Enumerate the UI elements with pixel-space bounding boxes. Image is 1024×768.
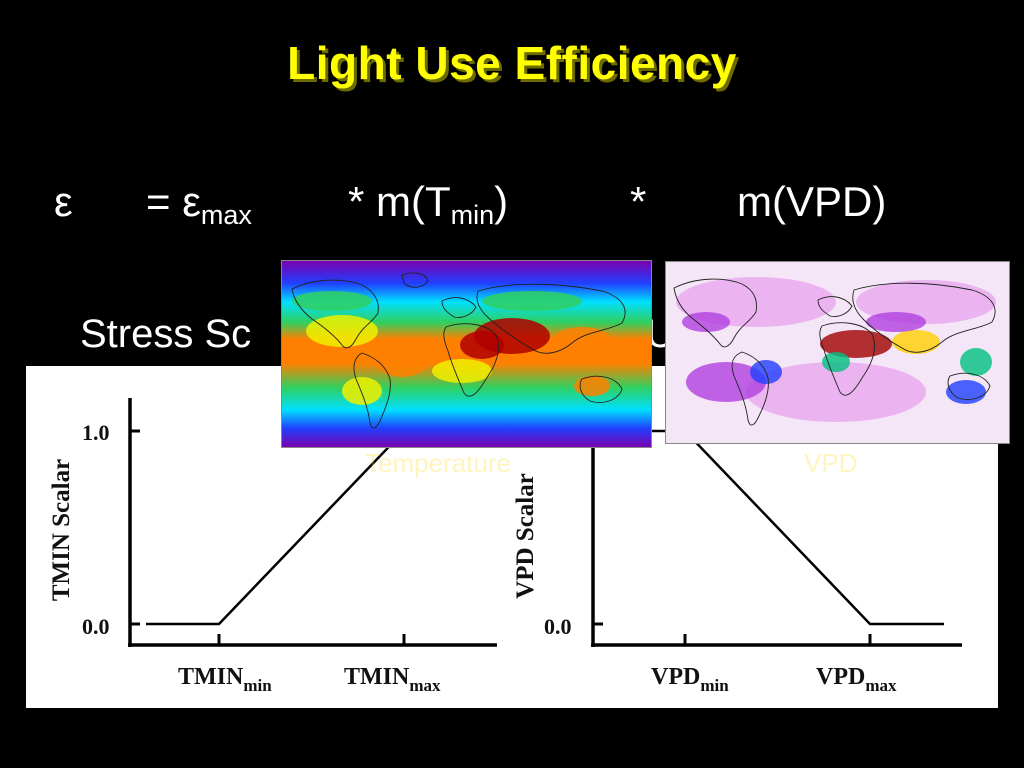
tmin-y-tick-label-1: 1.0 xyxy=(82,420,110,445)
temperature-hotspot xyxy=(342,377,382,405)
temperature-hotspot xyxy=(306,315,378,347)
vpd-hotspot xyxy=(686,362,766,402)
vpd-hotspot xyxy=(892,330,940,354)
equation-m-vpd: m(VPD) xyxy=(737,178,887,225)
tmin-chart: 1.0 0.0 TMIN Scalar TMINmin TMINmax xyxy=(48,398,497,695)
vpd-x-label-min: VPDmin xyxy=(651,664,729,695)
temperature-map-coastlines xyxy=(291,272,626,429)
vpd-x-label-min-sub: min xyxy=(700,676,729,695)
tmin-x-label-max-base: TMIN xyxy=(344,664,410,690)
equation-star: * xyxy=(630,178,647,225)
vpd-hotspot xyxy=(960,348,992,376)
vpd-x-label-max-base: VPD xyxy=(816,664,865,690)
temperature-hotspot xyxy=(482,291,582,311)
vpd-hotspot xyxy=(682,312,730,332)
tmin-x-label-max-sub: max xyxy=(409,676,441,695)
tmin-x-label-max: TMINmax xyxy=(344,664,441,695)
tmin-y-axis-label: TMIN Scalar xyxy=(48,459,75,601)
tmin-x-label-min-sub: min xyxy=(243,676,272,695)
equation-m-t: * m(T xyxy=(348,178,451,225)
vpd-x-label-max: VPDmax xyxy=(816,664,897,695)
equation-equals-eps: = ε xyxy=(146,178,201,225)
tmin-x-label-min: TMINmin xyxy=(178,664,272,695)
vpd-map-coastlines xyxy=(673,278,996,426)
tmin-y-tick-label-0: 0.0 xyxy=(82,614,110,639)
vpd-hotspot xyxy=(946,380,986,404)
temperature-hotspot xyxy=(376,345,428,377)
vpd-map-hotspots xyxy=(676,277,996,422)
temperature-map-hotspots xyxy=(292,291,612,405)
vpd-hotspot xyxy=(746,362,926,422)
slide-title: Light Use Efficiency xyxy=(287,37,737,89)
tmin-x-label-min-base: TMIN xyxy=(178,664,244,690)
vpd-chart: 0.0 VPD Scalar VPDmin VPDmax xyxy=(512,398,962,695)
equation-max-sub: max xyxy=(200,200,252,230)
vpd-hotspot xyxy=(866,312,926,332)
vpd-hotspot xyxy=(822,352,850,372)
vpd-scalar-line xyxy=(604,429,944,626)
temperature-hotspot xyxy=(432,359,492,383)
vpd-y-tick-label-0: 0.0 xyxy=(544,614,572,639)
stress-scalar-text: Stress Sc xyxy=(80,312,252,356)
caption-temperature: Temperature xyxy=(365,448,511,478)
temperature-map-svg xyxy=(282,261,651,447)
caption-vpd: VPD xyxy=(804,448,858,478)
temperature-hotspot xyxy=(574,376,610,396)
temperature-hotspot xyxy=(292,291,372,311)
equation-epsilon: ε xyxy=(54,178,73,225)
equation-close-paren: ) xyxy=(494,178,509,225)
equation-m-tmin: * m(Tmin) xyxy=(348,178,508,231)
vpd-x-label-min-base: VPD xyxy=(651,664,700,690)
temperature-hotspot xyxy=(552,327,612,355)
temperature-hotspot xyxy=(460,331,504,359)
vpd-map xyxy=(665,261,1010,444)
vpd-x-label-max-sub: max xyxy=(865,676,897,695)
equation-min-sub: min xyxy=(450,200,495,230)
vpd-y-axis-label: VPD Scalar xyxy=(512,473,539,599)
scalar-graphs-svg: 1.0 0.0 TMIN Scalar TMINmin TMINmax 0.0 … xyxy=(48,398,962,695)
temperature-map xyxy=(281,260,652,448)
equation-epsilon-max: = εmax xyxy=(146,178,252,231)
vpd-map-svg xyxy=(666,262,1009,443)
